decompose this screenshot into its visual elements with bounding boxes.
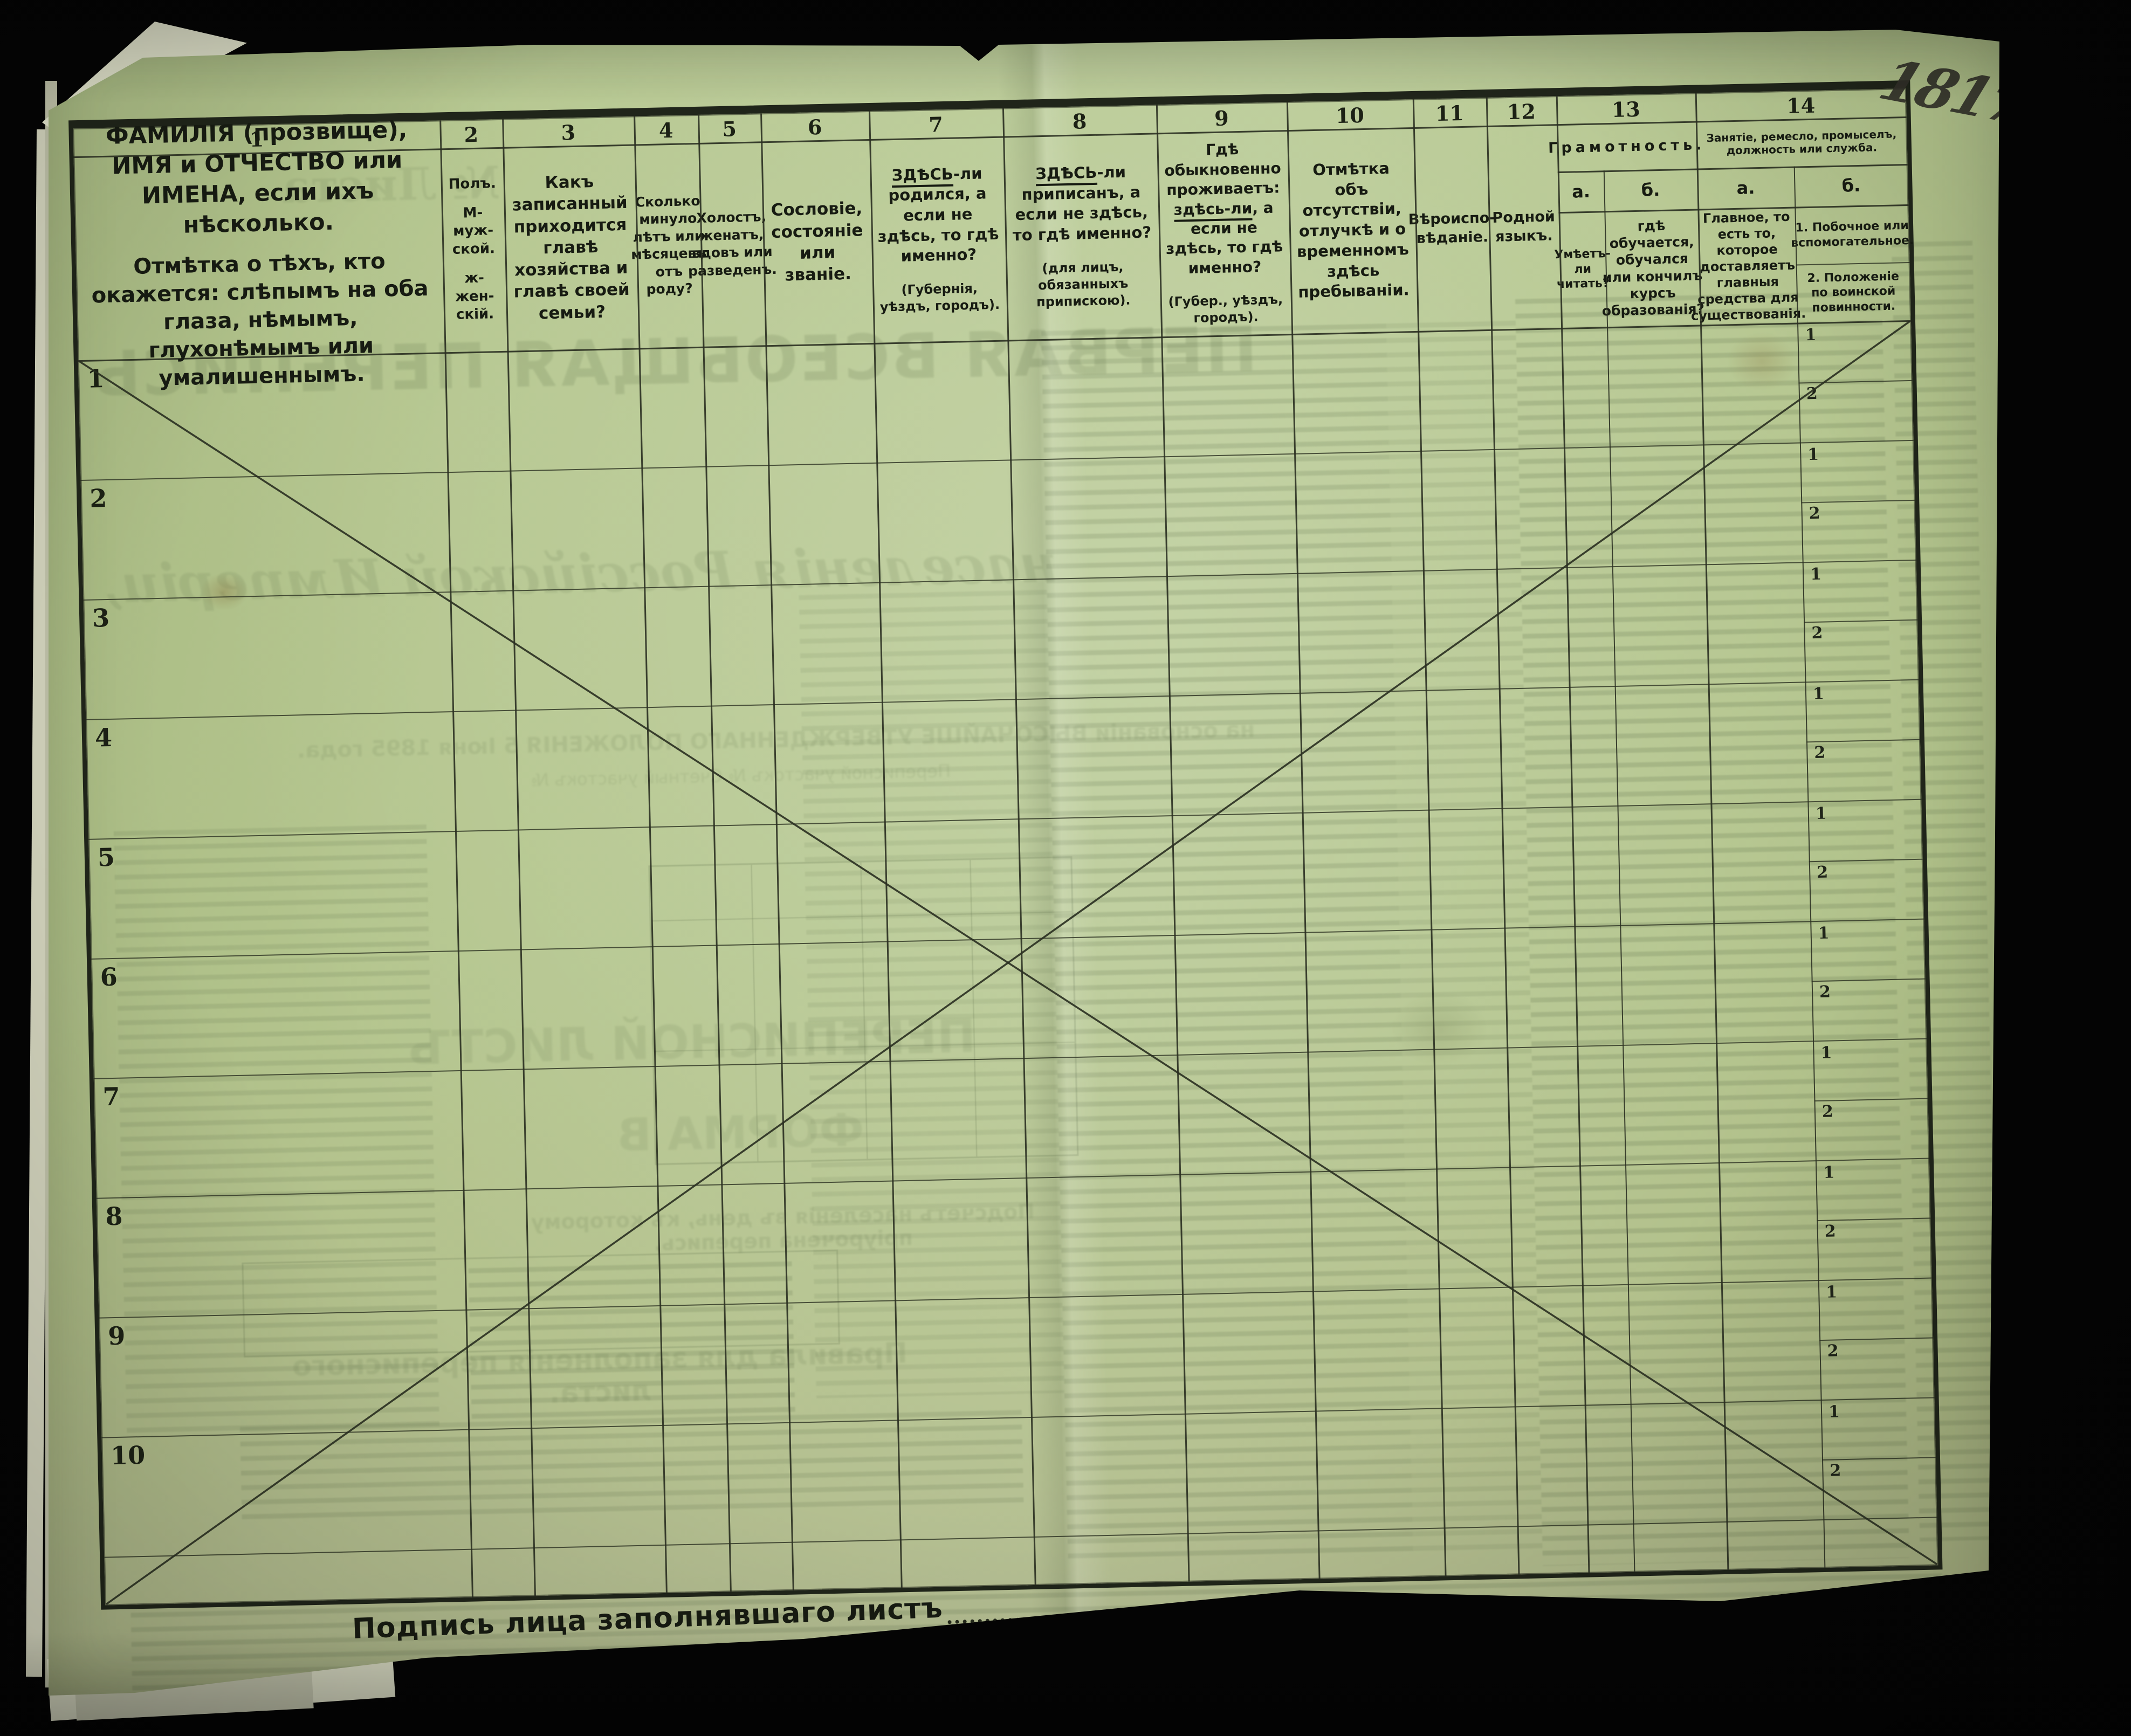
census-form-page: № Листа ПЕРВАЯ ВСЕОБЩАЯ ПЕРЕПИСЬ населен… — [49, 30, 1999, 1696]
column-number-3: 3 — [561, 120, 576, 145]
column-14a-label: а. — [1736, 177, 1755, 198]
column-header-2: Полъ. М-муж-ской. ж-жен-скій. — [448, 175, 497, 323]
column-header-6: Сословіе, состояніе или званіе. — [771, 198, 863, 285]
column-header-8: ЗДѢСЬ-ли приписанъ, а если не здѣсь, то … — [1012, 162, 1152, 310]
column-13b-label: б. — [1641, 179, 1660, 201]
census-table: 1 2 3 4 5 6 7 8 9 10 11 12 13 14 — [68, 80, 1943, 1610]
column-header-5: Холостъ, женатъ, вдовъ или разведенъ. — [688, 209, 778, 279]
column-14b-text-1: 1. Побочное или вспомогательное. — [1790, 218, 1914, 250]
column-number-11: 11 — [1435, 100, 1465, 126]
column-number-5: 5 — [721, 116, 737, 141]
cancellation-cross-lines — [78, 320, 1938, 1605]
column-14a-text: Главное, то есть то, которое доставляетъ… — [1690, 209, 1806, 323]
column-14-group-title: Занятіе, ремесло, промыселъ, должность и… — [1706, 127, 1897, 157]
column-14b-label: б. — [1841, 175, 1861, 196]
column-13a-label: а. — [1571, 181, 1591, 202]
column-header-10: Отмѣтка объ отсутствіи, отлучкѣ и о врем… — [1296, 159, 1410, 301]
column-header-11: Вѣроиспо­вѣданіе. — [1408, 209, 1496, 247]
column-header-3: Какъ записанный приходится главѣ хозяйст… — [512, 172, 630, 323]
column-number-6: 6 — [807, 114, 822, 140]
column-number-10: 10 — [1335, 102, 1365, 128]
column-number-8: 8 — [1072, 109, 1087, 134]
column-header-7: ЗДѢСЬ-ли родился, а если не здѣсь, то гд… — [877, 164, 1000, 315]
column-14b-text-2: 2. Положеніе по воинской повинности. — [1807, 270, 1900, 315]
column-number-9: 9 — [1214, 106, 1229, 131]
column-number-12: 12 — [1507, 99, 1536, 125]
column-header-1: ФАМИЛІЯ (прозвище), ИМЯ и ОТЧЕСТВО или И… — [74, 116, 445, 391]
column-13-group-title: Грамотность. — [1548, 136, 1706, 157]
signature-dotted-rule — [947, 1596, 1460, 1624]
column-number-7: 7 — [928, 112, 944, 137]
column-1-text-1: ФАМИЛІЯ (прозвище), ИМЯ и ОТЧЕСТВО или И… — [105, 116, 408, 239]
column-header-9: Гдѣ обыкновенно проживаетъ: здѣсь-ли, а … — [1164, 140, 1283, 326]
column-13b-text: гдѣ обучается, обучался или кончилъ курс… — [1601, 217, 1705, 319]
column-number-2: 2 — [464, 122, 479, 147]
column-number-4: 4 — [658, 118, 673, 143]
column-number-13: 13 — [1611, 97, 1641, 122]
